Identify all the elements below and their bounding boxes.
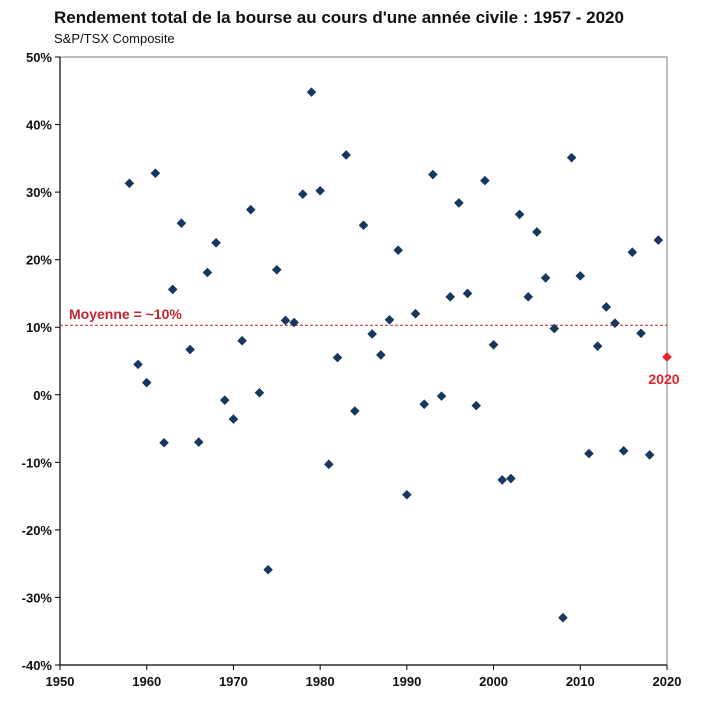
data-point bbox=[454, 198, 464, 208]
data-point bbox=[289, 317, 299, 328]
data-point bbox=[306, 87, 317, 97]
data-point bbox=[133, 359, 143, 370]
x-tick-label: 1980 bbox=[306, 674, 335, 689]
data-point bbox=[419, 399, 429, 410]
average-label: Moyenne = ~10% bbox=[69, 306, 182, 322]
data-point bbox=[428, 169, 438, 180]
data-point bbox=[124, 178, 135, 189]
x-tick-label: 1990 bbox=[392, 674, 421, 689]
data-point bbox=[566, 152, 577, 163]
data-point bbox=[350, 406, 360, 416]
data-point bbox=[141, 377, 152, 388]
data-point bbox=[445, 292, 456, 302]
data-point bbox=[367, 329, 377, 339]
data-point bbox=[558, 612, 568, 623]
data-point bbox=[514, 209, 525, 220]
data-point bbox=[644, 450, 655, 460]
y-tick-label: 50% bbox=[26, 50, 52, 65]
chart-subtitle: S&P/TSX Composite bbox=[54, 31, 175, 46]
plot-frame bbox=[59, 56, 668, 666]
x-tick-label: 2000 bbox=[479, 674, 508, 689]
data-point bbox=[159, 437, 169, 448]
y-tick-label: -40% bbox=[22, 658, 53, 673]
x-tick-label: 1960 bbox=[132, 674, 161, 689]
data-point bbox=[506, 473, 516, 484]
data-point bbox=[584, 448, 594, 459]
y-tick-label: -30% bbox=[22, 590, 53, 605]
data-point bbox=[358, 220, 369, 231]
data-point bbox=[523, 292, 534, 302]
data-point bbox=[549, 323, 560, 334]
data-point bbox=[532, 227, 542, 237]
data-point bbox=[298, 189, 308, 199]
data-point bbox=[280, 315, 291, 326]
data-point bbox=[263, 564, 273, 575]
data-point bbox=[254, 387, 265, 398]
y-tick-label: 10% bbox=[26, 320, 52, 335]
data-point bbox=[618, 446, 629, 456]
data-point bbox=[592, 341, 603, 351]
data-point bbox=[601, 302, 612, 312]
data-point bbox=[410, 308, 421, 319]
data-point bbox=[150, 168, 161, 178]
y-tick-label: 30% bbox=[26, 185, 52, 200]
data-point bbox=[471, 400, 482, 411]
chart-title: Rendement total de la bourse au cours d'… bbox=[54, 8, 624, 27]
data-point bbox=[332, 352, 343, 363]
y-tick-label: 20% bbox=[26, 253, 52, 268]
data-point bbox=[324, 459, 334, 470]
data-point bbox=[393, 245, 403, 256]
x-tick-label: 1950 bbox=[46, 674, 75, 689]
data-point bbox=[436, 391, 447, 401]
y-tick-label: 0% bbox=[33, 388, 52, 403]
x-tick-label: 1970 bbox=[219, 674, 248, 689]
data-point bbox=[610, 318, 620, 328]
data-point bbox=[627, 247, 638, 258]
data-point bbox=[193, 437, 204, 447]
data-point bbox=[167, 284, 178, 295]
data-point bbox=[237, 335, 247, 346]
data-point bbox=[176, 218, 187, 228]
data-point bbox=[202, 267, 213, 278]
data-point bbox=[384, 314, 395, 325]
data-point bbox=[488, 339, 499, 350]
data-point bbox=[185, 344, 195, 355]
y-tick-label: 40% bbox=[26, 118, 52, 133]
data-point bbox=[653, 235, 664, 245]
data-point bbox=[636, 328, 646, 339]
data-point bbox=[271, 265, 282, 275]
data-point bbox=[497, 475, 508, 485]
data-point bbox=[315, 185, 325, 196]
data-point bbox=[540, 273, 551, 283]
data-point bbox=[245, 204, 256, 215]
data-point bbox=[219, 395, 230, 405]
highlight-label: 2020 bbox=[648, 371, 679, 387]
data-point bbox=[575, 271, 586, 281]
data-point bbox=[402, 489, 412, 500]
x-tick-label: 2020 bbox=[653, 674, 682, 689]
data-point bbox=[228, 414, 239, 424]
data-point bbox=[480, 175, 490, 186]
data-point bbox=[462, 288, 473, 299]
y-tick-label: -10% bbox=[22, 455, 53, 470]
x-tick-label: 2010 bbox=[566, 674, 595, 689]
data-point bbox=[341, 150, 351, 160]
data-point bbox=[211, 237, 221, 248]
data-point bbox=[376, 350, 386, 360]
highlight-point bbox=[662, 352, 672, 362]
y-tick-label: -20% bbox=[22, 523, 53, 538]
